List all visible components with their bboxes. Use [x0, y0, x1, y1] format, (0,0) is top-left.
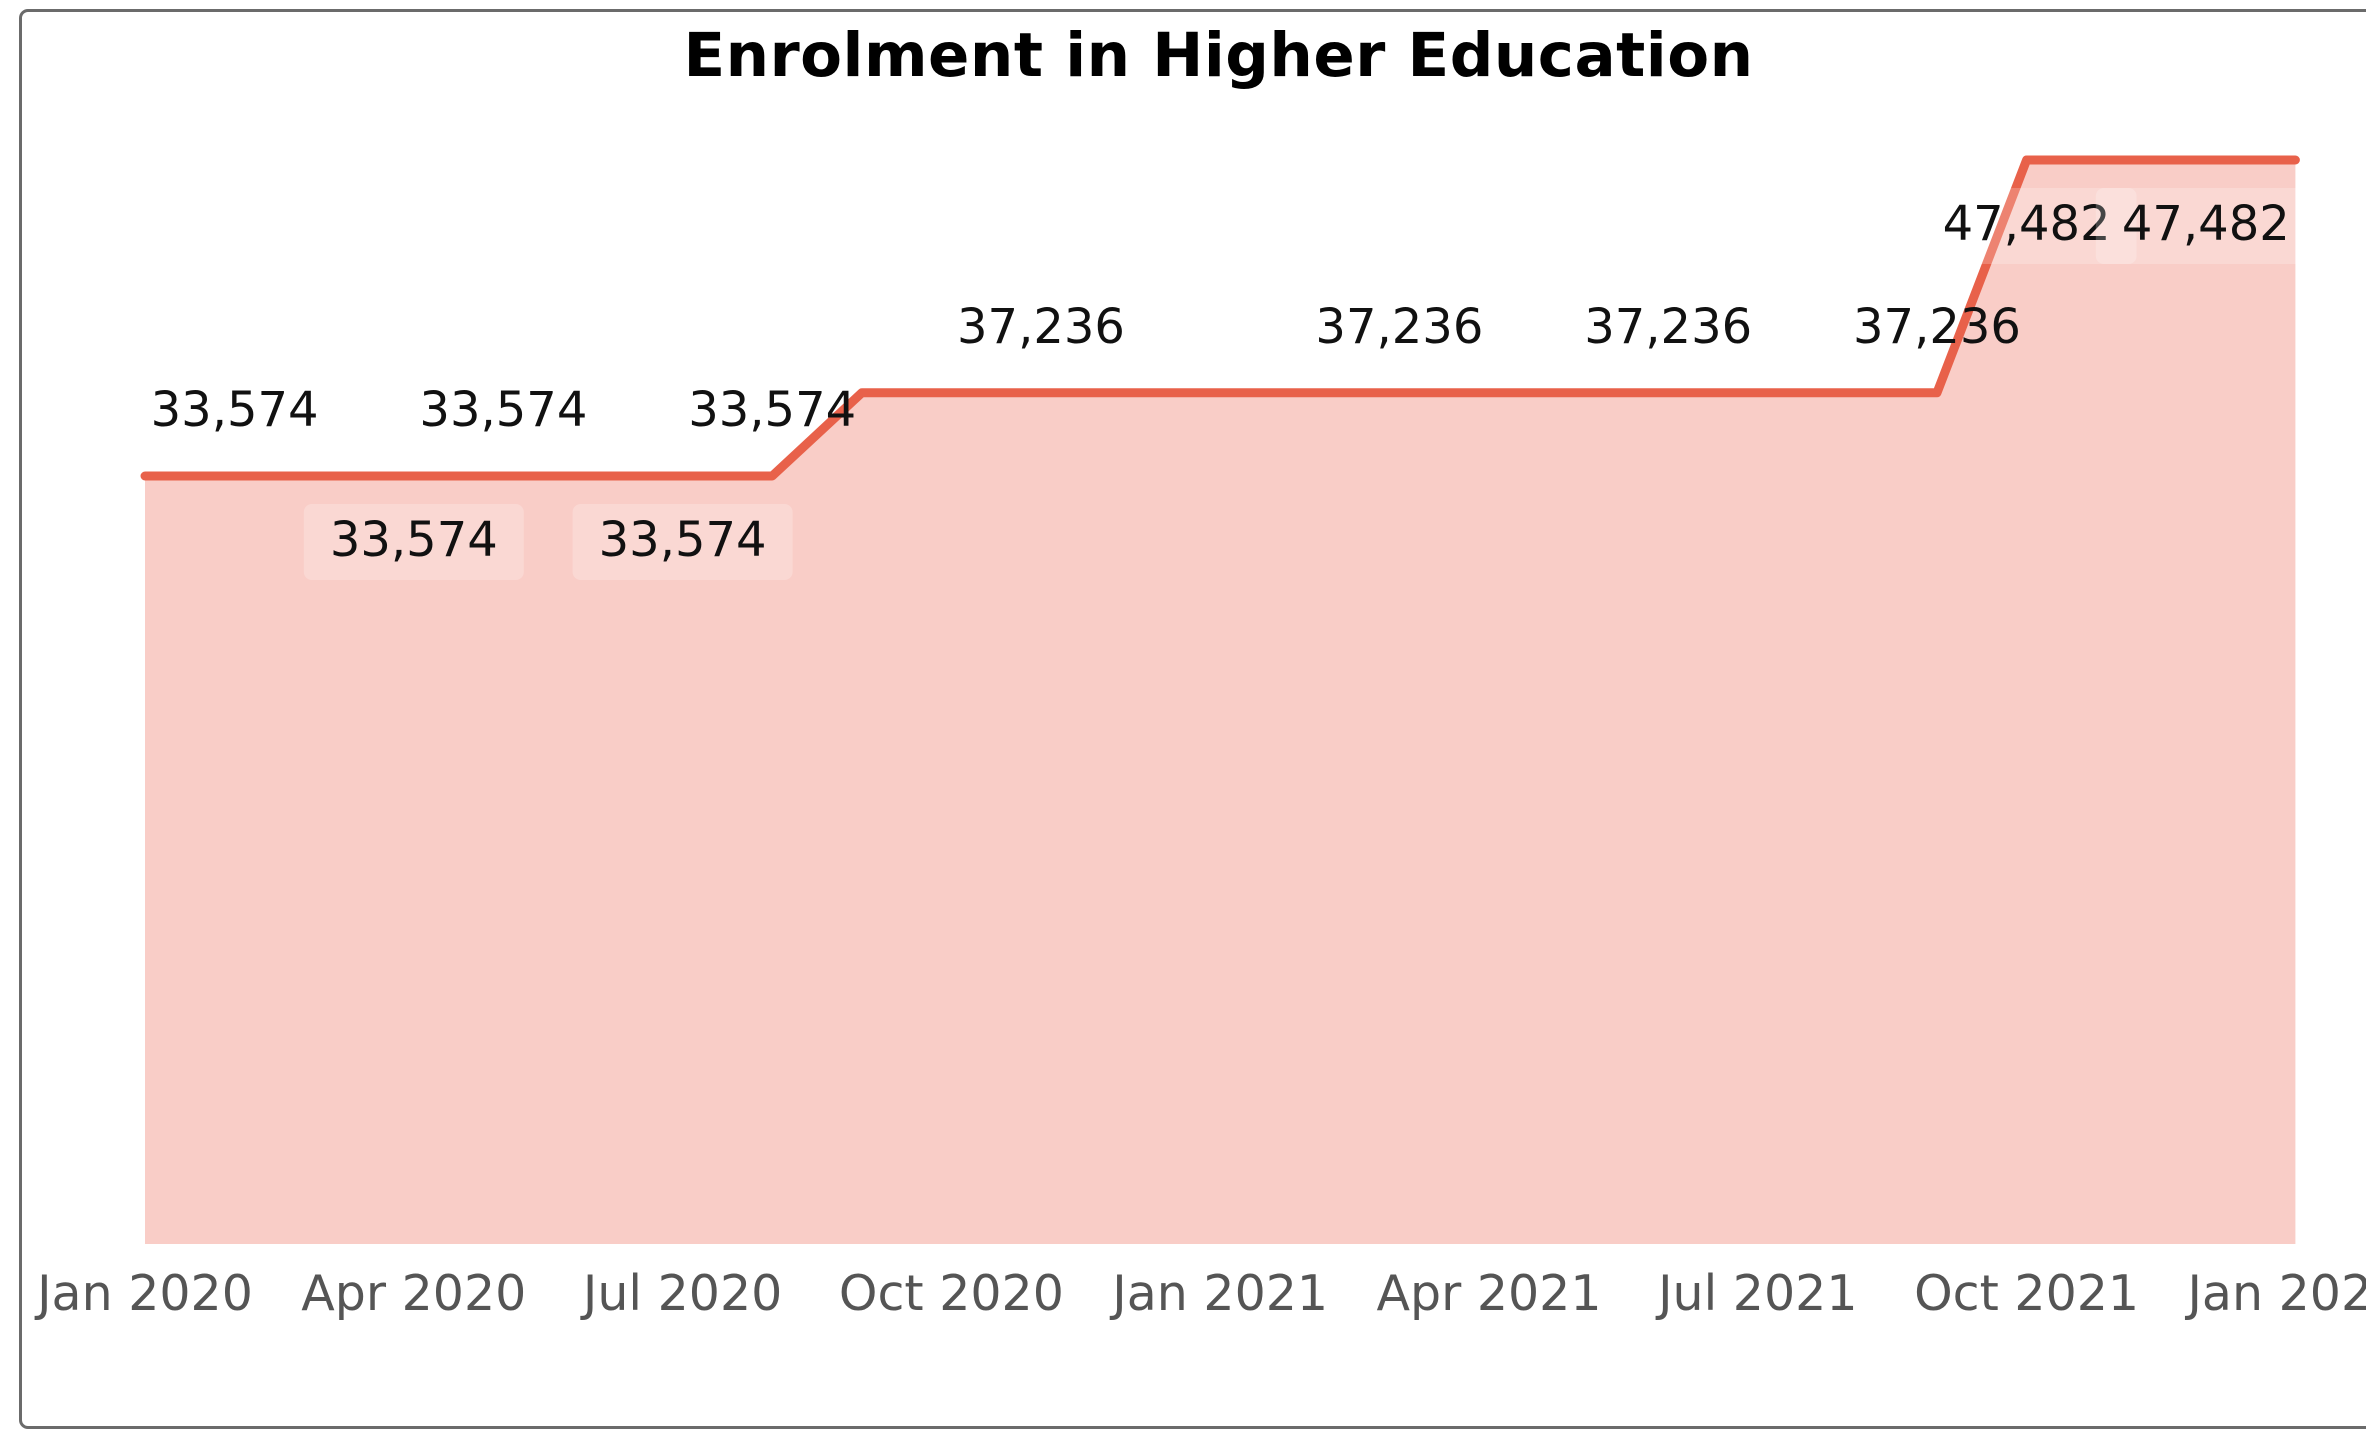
data-label: 33,574: [599, 512, 767, 568]
x-tick-label: Oct 2020: [839, 1265, 1064, 1322]
series-line[interactable]: [140, 155, 2300, 481]
data-label: 37,236: [1853, 299, 2021, 355]
x-tick-label: Jan 2020: [34, 1265, 253, 1322]
x-tick-label: Jul 2020: [580, 1265, 782, 1322]
x-tick-label: Jul 2021: [1655, 1265, 1857, 1322]
data-label: 33,574: [419, 382, 587, 438]
chart-title: Enrolment in Higher Education: [683, 20, 1754, 91]
x-tick-label: Apr 2021: [1376, 1265, 1601, 1322]
x-tick-label: Oct 2021: [1914, 1265, 2139, 1322]
data-label: 33,574: [151, 382, 319, 438]
data-label: 33,574: [330, 512, 498, 568]
x-tick-label: Jan 2022: [2184, 1265, 2366, 1322]
data-label-background: [303, 504, 524, 580]
x-tick-label: Apr 2020: [301, 1265, 526, 1322]
series-area: [145, 160, 2296, 1244]
chart-plot: 33,574 33,574 33,574 33,574 33,574 37,236 37,2…: [34, 155, 2366, 1322]
data-label: 37,236: [1315, 299, 1483, 355]
data-label: 47,482: [1943, 196, 2111, 252]
data-label: 33,574: [688, 382, 856, 438]
x-tick-label: Jan 2021: [1109, 1265, 1328, 1322]
data-label-background: [1916, 188, 2137, 264]
data-label-background: [2095, 188, 2316, 264]
data-label: 37,236: [1584, 299, 1752, 355]
data-label: 47,482: [2122, 196, 2290, 252]
data-label-background: [572, 504, 793, 580]
data-label: 37,236: [957, 299, 1125, 355]
